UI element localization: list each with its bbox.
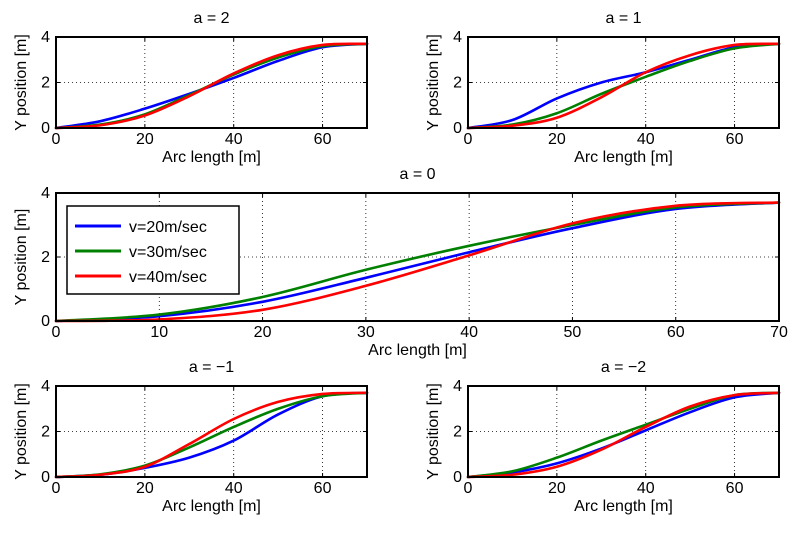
x-tick-label: 0 (464, 131, 473, 148)
y-tick-label: 2 (453, 424, 462, 441)
x-tick-label: 60 (726, 131, 744, 148)
subplot-2: 0 20 40 60 0 2 4 a = 1 Arc length [m] Y position … (425, 10, 781, 166)
legend-label-2: v=30m/sec (129, 244, 207, 261)
chart-title: a = 1 (605, 10, 641, 27)
chart-title: a = −2 (601, 359, 646, 376)
x-tick-label: 60 (667, 324, 685, 341)
legend: v=20m/sec v=30m/sec v=40m/sec (66, 205, 240, 295)
x-tick-label: 20 (548, 131, 566, 148)
y-tick-label: 4 (453, 29, 462, 46)
x-tick-label: 20 (136, 480, 154, 497)
x-tick-label: 50 (564, 324, 582, 341)
x-axis-label: Arc length [m] (162, 498, 261, 515)
series-line-3 (466, 42, 781, 130)
y-tick-label: 0 (41, 313, 50, 330)
chart-title: a = 0 (399, 166, 435, 183)
plot-area (468, 37, 779, 128)
x-tick-label: 0 (52, 480, 61, 497)
y-tick-label: 4 (41, 185, 50, 202)
x-tick-label: 0 (52, 324, 61, 341)
x-tick-label: 0 (464, 480, 473, 497)
series-line-3 (54, 42, 369, 130)
x-tick-label: 0 (52, 131, 61, 148)
y-tick-label: 2 (453, 75, 462, 92)
subplot-1: 0 20 40 60 0 2 4 a = 2 Arc length [m] Y position … (13, 10, 369, 166)
x-tick-label: 20 (254, 324, 272, 341)
x-tick-label: 40 (637, 480, 655, 497)
y-tick-label: 0 (41, 469, 50, 486)
x-axis-label: Arc length [m] (574, 498, 673, 515)
x-axis-label: Arc length [m] (574, 149, 673, 166)
x-axis-label: Arc length [m] (162, 149, 261, 166)
subplot-4: 0 20 40 60 0 2 4 a = −1 Arc length [m] Y position… (13, 359, 369, 515)
series-line-1 (54, 201, 781, 323)
y-axis-label: Y position [m] (13, 209, 30, 306)
x-tick-label: 20 (548, 480, 566, 497)
series-line-3 (466, 391, 781, 479)
y-tick-label: 4 (41, 29, 50, 46)
subplot-5: 0 20 40 60 0 2 4 a = −2 Arc length [m] Y position… (425, 359, 781, 515)
y-tick-label: 4 (41, 378, 50, 395)
series-line-3 (54, 201, 781, 323)
plot-area (56, 37, 367, 128)
y-axis-label: Y position [m] (13, 383, 30, 480)
legend-label-3: v=40m/sec (129, 269, 207, 286)
chart-title: a = 2 (193, 10, 229, 27)
x-tick-label: 20 (136, 131, 154, 148)
series-line-3 (54, 391, 369, 479)
x-tick-label: 30 (357, 324, 375, 341)
x-tick-label: 10 (150, 324, 168, 341)
x-tick-label: 40 (637, 131, 655, 148)
y-tick-label: 2 (41, 424, 50, 441)
x-tick-label: 60 (314, 480, 332, 497)
x-tick-label: 60 (314, 131, 332, 148)
y-tick-label: 0 (453, 469, 462, 486)
y-axis-label: Y position [m] (425, 383, 442, 480)
y-axis-label: Y position [m] (13, 34, 30, 131)
x-axis-label: Arc length [m] (368, 342, 467, 359)
y-tick-label: 4 (453, 378, 462, 395)
subplot-3: 0 10 20 30 40 50 60 70 0 2 4 a = 0 Arc length [m] Y p… (13, 166, 788, 359)
y-tick-label: 0 (41, 120, 50, 137)
chart-title: a = −1 (189, 359, 234, 376)
x-tick-label: 40 (225, 131, 243, 148)
y-tick-label: 0 (453, 120, 462, 137)
x-tick-label: 40 (460, 324, 478, 341)
y-axis-label: Y position [m] (425, 34, 442, 131)
x-tick-label: 40 (225, 480, 243, 497)
x-tick-label: 70 (770, 324, 788, 341)
legend-label-1: v=20m/sec (129, 219, 207, 236)
y-tick-label: 2 (41, 75, 50, 92)
x-tick-label: 60 (726, 480, 744, 497)
y-tick-label: 2 (41, 249, 50, 266)
series-line-2 (54, 201, 781, 323)
